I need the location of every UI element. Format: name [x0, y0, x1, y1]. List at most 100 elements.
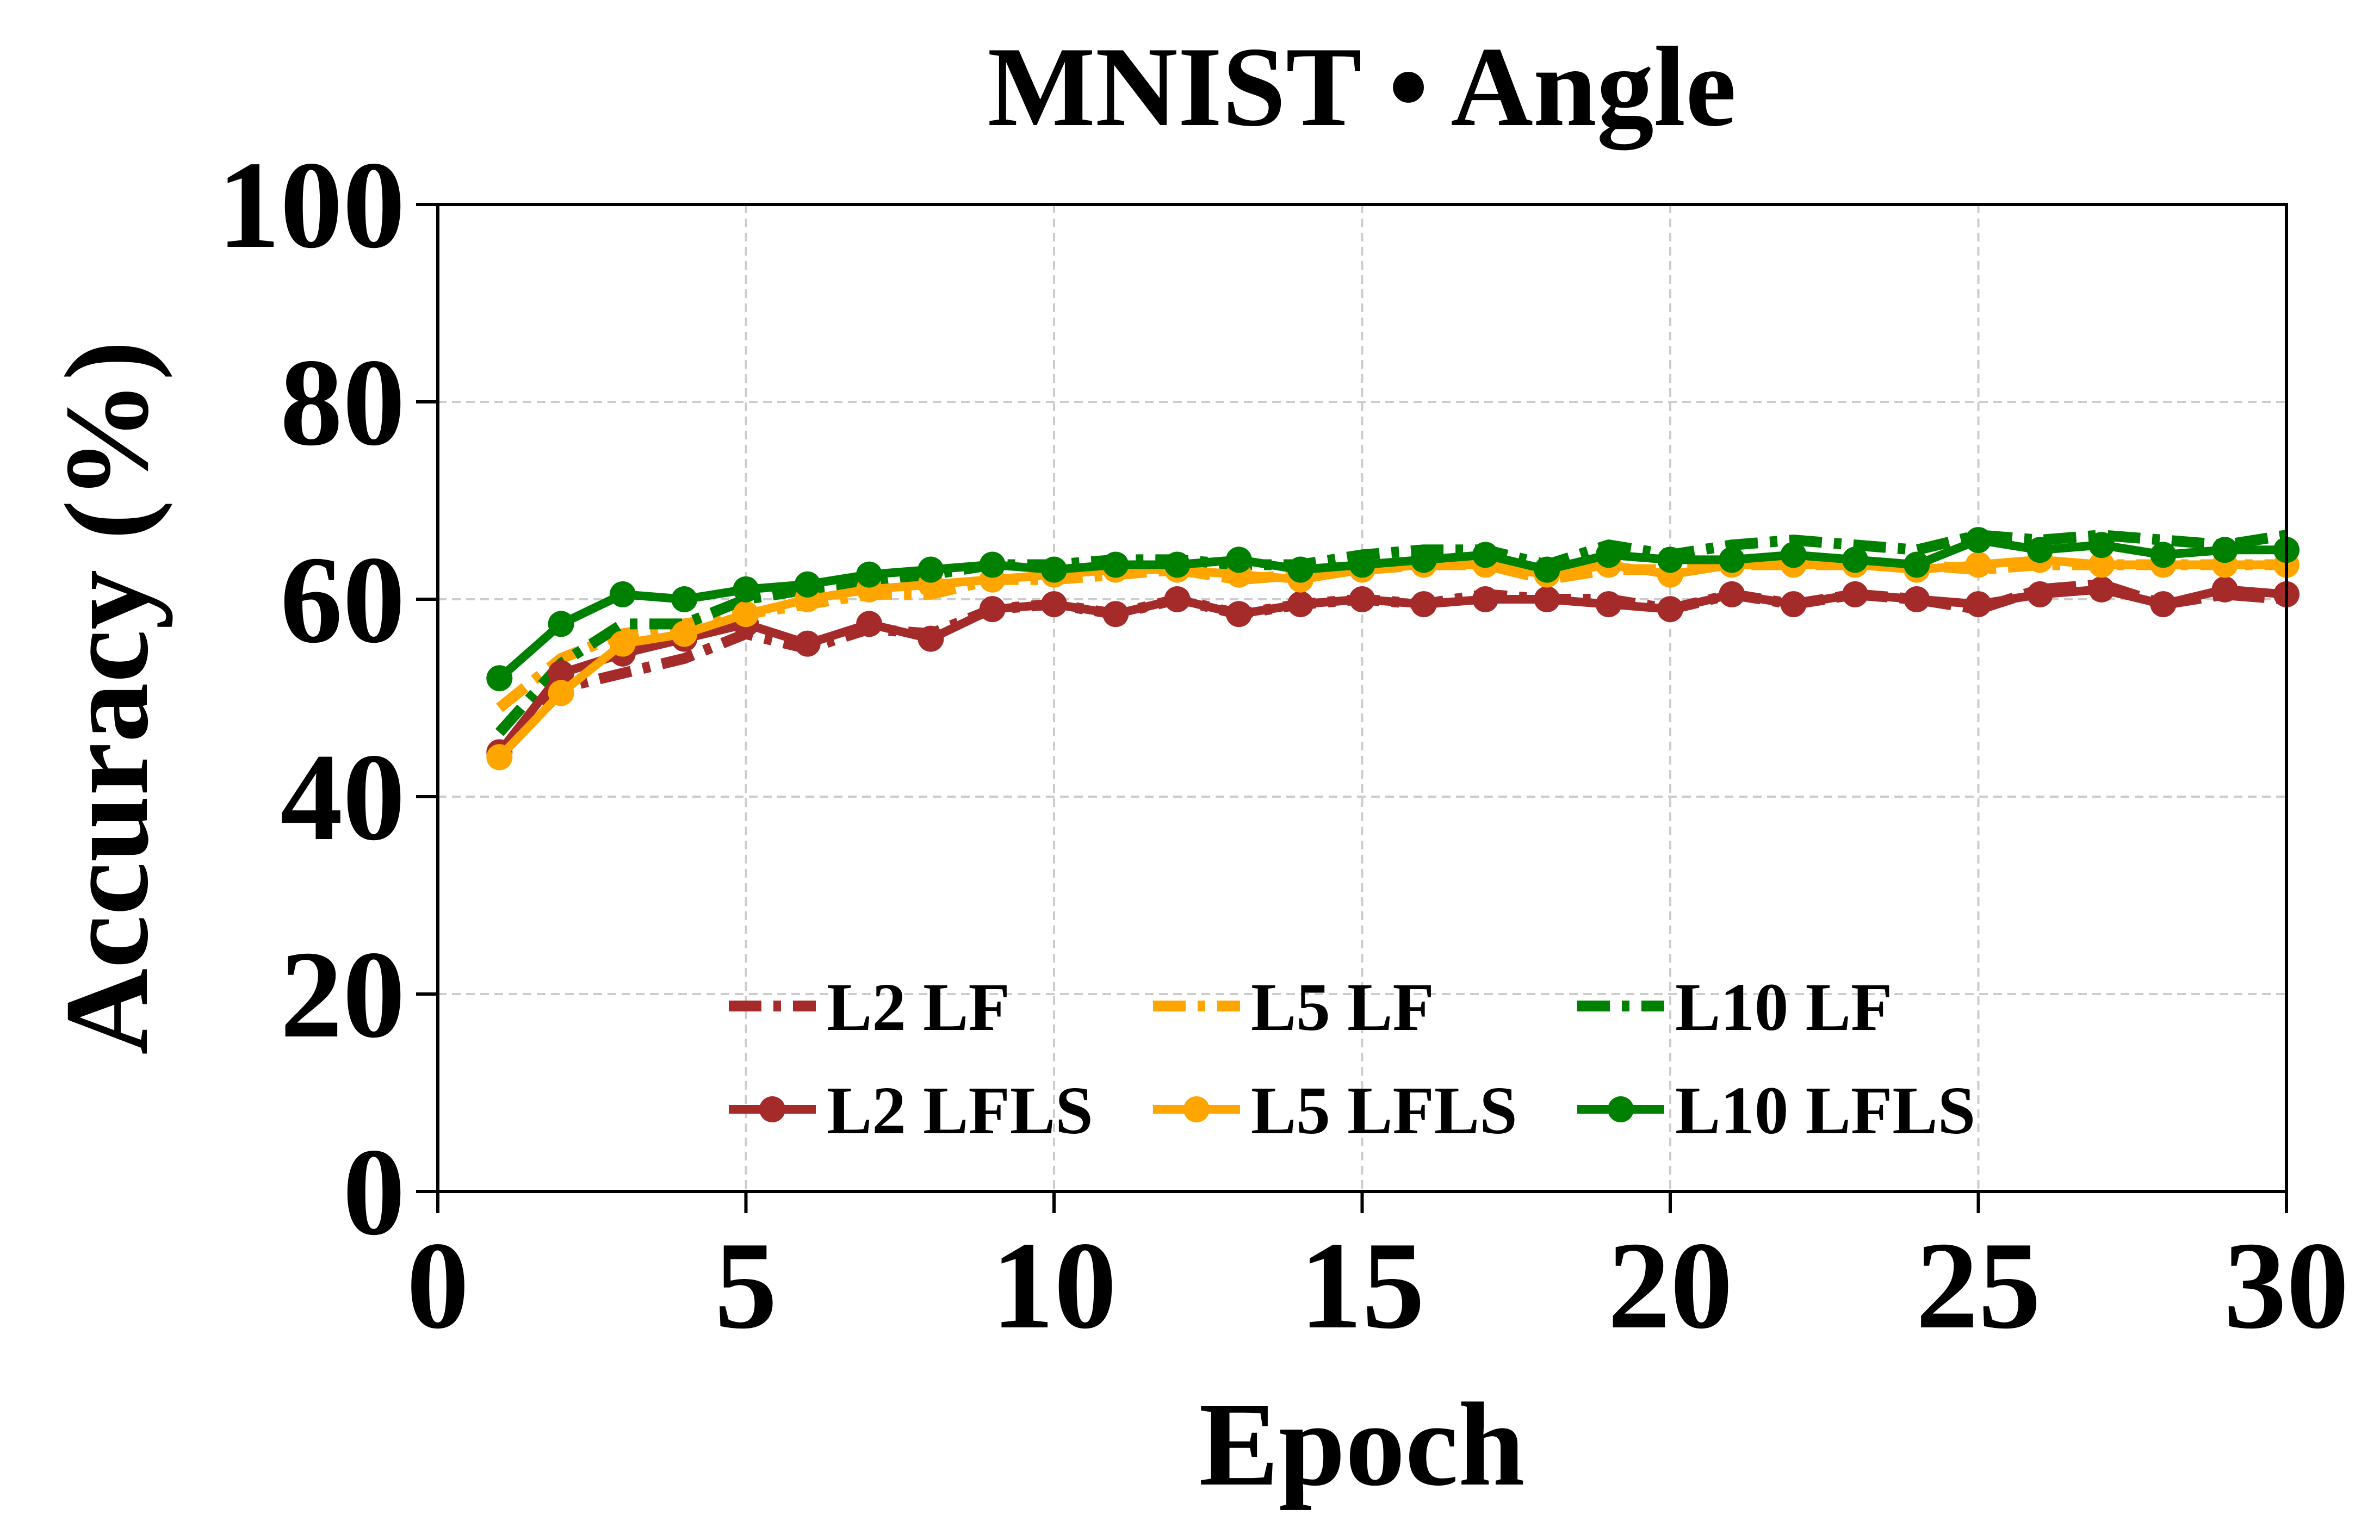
data-point-l5-lfls — [609, 630, 636, 657]
y-axis-label: Accuracy (%) — [40, 340, 173, 1054]
x-axis-label: Epoch — [1199, 1378, 1524, 1511]
data-point-l2-lfls — [2026, 581, 2053, 607]
data-point-l2-lfls — [794, 630, 821, 657]
legend-item-l10-lfls: L10 LFLS — [1577, 1073, 1975, 1148]
data-point-l10-lfls — [1410, 547, 1437, 573]
data-point-l10-lfls — [1719, 547, 1745, 573]
legend-item-l10-lf: L10 LF — [1577, 970, 1892, 1045]
y-tick-label: 0 — [343, 1122, 405, 1261]
legend-label: L10 LFLS — [1675, 1073, 1975, 1148]
data-point-l10-lfls — [856, 561, 883, 588]
data-point-l10-lfls — [486, 665, 513, 692]
data-point-l2-lfls — [1102, 601, 1129, 628]
data-point-l2-lfls — [1041, 591, 1067, 618]
data-point-l2-lfls — [1225, 601, 1252, 628]
data-point-l10-lfls — [1534, 556, 1560, 583]
data-point-l2-lfls — [1657, 596, 1683, 623]
data-point-l2-lfls — [856, 611, 883, 637]
legend-marker — [1183, 1096, 1210, 1122]
data-point-l2-lfls — [1842, 581, 1868, 607]
data-point-l10-lfls — [2150, 542, 2177, 568]
data-point-l2-lfls — [1287, 591, 1314, 618]
series-l2-lfls — [486, 576, 2300, 766]
data-point-l2-lfls — [2088, 576, 2115, 603]
legend-label: L5 LF — [1251, 970, 1434, 1045]
data-point-l10-lfls — [1472, 542, 1499, 568]
data-point-l10-lfls — [548, 611, 574, 637]
data-point-l10-lfls — [1041, 556, 1067, 583]
data-point-l2-lfls — [1595, 591, 1622, 618]
series-l10-lfls — [486, 527, 2300, 692]
data-point-l2-lfls — [548, 660, 574, 687]
data-point-l10-lfls — [918, 556, 944, 583]
data-point-l2-lfls — [1349, 586, 1375, 612]
data-point-l2-lfls — [1719, 581, 1745, 607]
legend-item-l2-lfls: L2 LFLS — [729, 1073, 1093, 1148]
legend-label: L2 LF — [827, 970, 1010, 1045]
data-point-l2-lfls — [1164, 586, 1191, 612]
x-tick-label: 0 — [407, 1216, 469, 1355]
data-point-l10-lfls — [1595, 542, 1622, 568]
data-point-l2-lfls — [1965, 591, 1992, 618]
data-point-l2-lfls — [1780, 591, 1807, 618]
data-point-l2-lfls — [1904, 586, 1930, 612]
data-point-l10-lfls — [1349, 551, 1375, 578]
legend-marker — [1608, 1096, 1634, 1122]
data-point-l10-lfls — [979, 551, 1006, 578]
data-point-l5-lfls — [2088, 551, 2115, 578]
legend-item-l5-lfls: L5 LFLS — [1153, 1073, 1517, 1148]
legend-label: L10 LF — [1675, 970, 1892, 1045]
data-point-l10-lfls — [2026, 537, 2053, 563]
legend-item-l5-lf: L5 LF — [1153, 970, 1434, 1045]
data-point-l10-lfls — [1164, 551, 1191, 578]
data-point-l10-lfls — [2088, 532, 2115, 558]
data-point-l5-lfls — [1965, 551, 1992, 578]
data-point-l5-lfls — [733, 601, 759, 628]
data-point-l10-lfls — [1780, 542, 1807, 568]
data-point-l2-lfls — [979, 596, 1006, 623]
data-point-l10-lfls — [1287, 556, 1314, 583]
legend-label: L5 LFLS — [1251, 1073, 1517, 1148]
data-point-l2-lfls — [1534, 586, 1560, 612]
y-tick-label: 100 — [218, 135, 405, 274]
data-point-l10-lfls — [2211, 537, 2238, 563]
y-tick-label: 40 — [280, 728, 405, 866]
legend-item-l2-lf: L2 LF — [729, 970, 1010, 1045]
data-point-l10-lfls — [609, 581, 636, 607]
series-l5-lfls — [486, 547, 2300, 771]
data-point-l10-lfls — [1657, 547, 1683, 573]
data-point-l10-lfls — [1225, 547, 1252, 573]
data-point-l10-lfls — [1102, 551, 1129, 578]
x-tick-label: 25 — [1916, 1216, 2041, 1355]
data-point-l2-lfls — [2150, 591, 2177, 618]
data-point-l2-lfls — [1472, 586, 1499, 612]
chart-title: MNIST • Angle — [988, 24, 1737, 150]
data-point-l10-lfls — [733, 576, 759, 603]
ticks: 0 5 10 15 20 25 30 0 20 40 60 80 100 — [218, 135, 2349, 1355]
data-point-l10-lfls — [1965, 527, 1992, 554]
legend-marker — [759, 1096, 785, 1122]
data-point-l2-lfls — [1410, 591, 1437, 618]
data-point-l10-lfls — [671, 586, 698, 612]
x-tick-label: 10 — [991, 1216, 1117, 1355]
data-point-l10-lfls — [794, 571, 821, 598]
data-point-l2-lfls — [918, 625, 944, 652]
y-tick-label: 80 — [280, 333, 405, 471]
x-tick-label: 15 — [1300, 1216, 1425, 1355]
legend-label: L2 LFLS — [827, 1073, 1093, 1148]
series-group — [486, 527, 2300, 771]
x-tick-label: 30 — [2224, 1216, 2349, 1355]
y-tick-label: 20 — [280, 925, 405, 1064]
data-point-l5-lfls — [671, 620, 698, 647]
y-tick-label: 60 — [280, 530, 405, 669]
legend: L2 LF L5 LF L10 LF L2 LFLS L5 LFLS L10 LFLS — [729, 970, 1975, 1148]
series-line-l2-lfls — [495, 585, 2287, 755]
data-point-l10-lfls — [1904, 551, 1930, 578]
data-point-l10-lfls — [1842, 547, 1868, 573]
data-point-l5-lfls — [548, 680, 574, 706]
data-point-l2-lfls — [2211, 576, 2238, 603]
x-tick-label: 20 — [1608, 1216, 1733, 1355]
x-tick-label: 5 — [715, 1216, 777, 1355]
data-point-l5-lfls — [486, 744, 513, 771]
